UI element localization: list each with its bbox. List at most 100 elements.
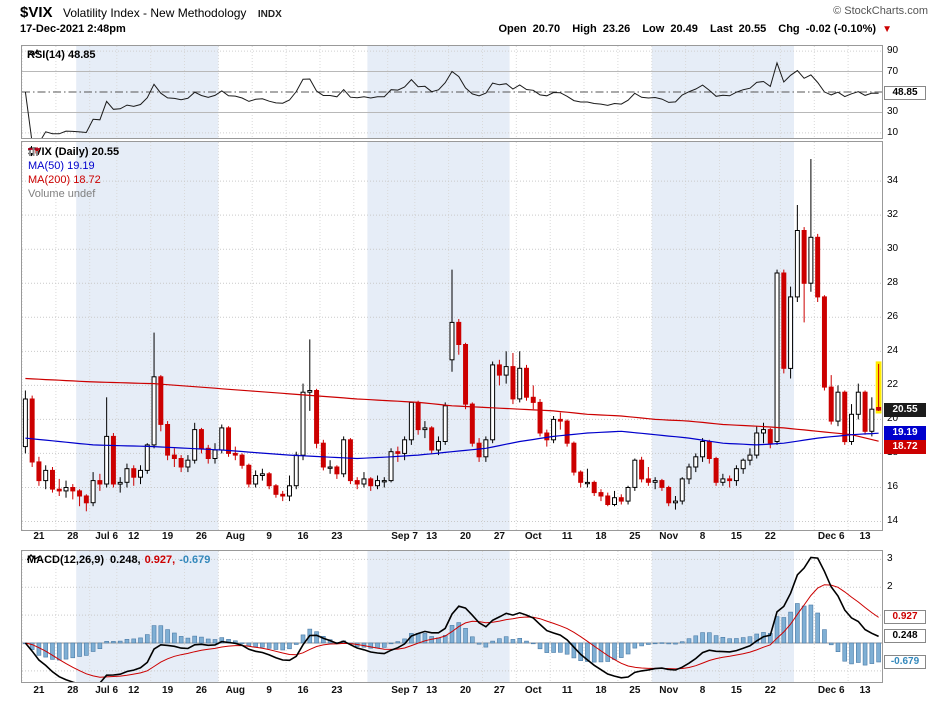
chart-header: $VIX Volatility Index - New Methodology …	[20, 4, 282, 22]
x-axis-label: 28	[67, 531, 79, 542]
price-axis-tick: 34	[887, 175, 899, 187]
macd-line-icon	[27, 554, 41, 561]
copyright-text: © StockCharts.com	[833, 5, 928, 17]
volume-bars-icon	[29, 147, 38, 156]
x-axis-label: 18	[595, 531, 607, 542]
x-axis-label: Oct	[524, 531, 542, 542]
x-axis-label: 8	[699, 531, 706, 542]
legend-symbol-label: $VIX (Daily) 20.55	[28, 146, 120, 158]
x-axis-label: 20	[459, 685, 472, 696]
rsi-value-box: 48.85	[884, 86, 926, 101]
x-axis-label: Sep 7	[391, 531, 418, 542]
rsi-plot	[22, 46, 882, 138]
rsi-axis-tick: 10	[887, 126, 899, 138]
x-axis-label: 18	[595, 685, 607, 696]
x-axis-label: 8	[699, 685, 706, 696]
rsi-axis-tick: 90	[887, 45, 899, 57]
macd-value: 0.248,	[110, 554, 141, 566]
x-axis-label: 9	[266, 531, 272, 542]
x-axis-label: Nov	[659, 685, 679, 696]
x-axis-label: Aug	[225, 685, 246, 696]
open-label: Open	[498, 23, 527, 35]
x-axis-label: 11	[561, 685, 573, 696]
x-axis-label: 9	[266, 685, 272, 696]
chart-datetime: 17-Dec-2021 2:48pm	[20, 23, 126, 35]
x-axis-label: Sep 7	[391, 685, 418, 696]
x-axis-label: 13	[859, 685, 871, 696]
macd-label-row: MACD(12,26,9) 0.248, 0.927, -0.679	[27, 554, 210, 566]
price-axis-tick: 20	[887, 413, 899, 425]
x-axis-label: 28	[67, 685, 79, 696]
symbol: $VIX	[20, 4, 53, 21]
exchange-label: INDX	[257, 9, 282, 20]
price-axis-tick: 14	[887, 515, 899, 527]
chg-label: Chg	[778, 23, 800, 35]
macd-label: MACD(12,26,9)	[27, 554, 105, 566]
price-axis-tick: 24	[887, 345, 899, 357]
price-panel: $VIX (Daily) 20.55 MA(50) 19.19 MA(200) …	[21, 141, 883, 531]
macd-signal-value: 0.927,	[144, 554, 176, 566]
macd-hist-value: -0.679	[179, 554, 211, 566]
x-axis-label: 26	[195, 531, 207, 542]
x-axis-label: 22	[764, 685, 776, 696]
price-box: 20.55	[884, 403, 926, 418]
x-axis-label: 12	[128, 531, 140, 542]
legend-ma50-label: MA(50) 19.19	[28, 160, 95, 172]
x-axis-label: 21	[33, 685, 45, 696]
x-axis-label: 16	[297, 531, 309, 542]
price-axis-tick: 32	[887, 209, 899, 221]
legend-symbol-row: $VIX (Daily) 20.55	[28, 145, 119, 159]
rsi-label: RSI(14) 48.85	[27, 49, 96, 61]
x-axis-label: Nov	[659, 531, 679, 542]
chg-value: -0.02 (-0.10%)	[805, 23, 877, 35]
x-axis-label: Oct	[524, 685, 542, 696]
x-axis-label: 27	[493, 685, 505, 696]
legend-ma200-row: MA(200) 18.72	[28, 148, 119, 187]
page-title: Volatility Index - New Methodology	[62, 6, 247, 20]
x-axis-label: 20	[459, 531, 472, 542]
macd-value-box: 0.927	[884, 610, 926, 625]
x-axis-label: 12	[128, 685, 140, 696]
x-axis-label: 16	[297, 685, 309, 696]
legend-volume-label: Volume undef	[28, 188, 96, 200]
x-axis-label: Aug	[225, 531, 246, 542]
quote-bar: Open 20.70 High 23.26 Low 20.49 Last 20.…	[489, 23, 892, 35]
rsi-panel: RSI(14) 48.85	[21, 45, 883, 139]
main-legend: $VIX (Daily) 20.55 MA(50) 19.19 MA(200) …	[28, 145, 119, 201]
price-box: 19.19	[884, 426, 926, 441]
macd-value-box: 0.248	[884, 629, 926, 644]
x-axis-label: Dec 6	[817, 685, 845, 696]
x-axis-label: 26	[195, 685, 207, 696]
x-axis-label: 15	[730, 531, 742, 542]
x-axis-label: 27	[493, 531, 505, 542]
x-axis-label: 22	[764, 531, 776, 542]
x-axis-label: 25	[629, 531, 641, 542]
x-axis-label: 23	[331, 531, 343, 542]
x-axis-label: 21	[33, 531, 45, 542]
x-axis-label: Dec 6	[817, 531, 845, 542]
legend-ma50-row: MA(50) 19.19	[28, 148, 119, 173]
last-label: Last	[709, 23, 733, 35]
macd-axis-tick: 2	[887, 581, 893, 593]
legend-volume-row: Volume undef	[28, 147, 119, 201]
last-value: 20.55	[738, 23, 767, 35]
macd-plot	[22, 551, 882, 682]
candlestick-plot	[22, 142, 882, 530]
price-axis-tick: 16	[887, 481, 899, 493]
zigzag-icon	[27, 49, 40, 58]
x-axis-label: 13	[426, 685, 438, 696]
macd-value-box: -0.679	[884, 654, 926, 669]
low-value: 20.49	[670, 23, 698, 35]
x-axis-label: 13	[426, 531, 438, 542]
x-axis-label: Jul 6	[95, 685, 119, 696]
x-axis-label: Jul 6	[95, 531, 119, 542]
price-axis-tick: 22	[887, 379, 899, 391]
macd-axis-tick: 3	[887, 553, 893, 565]
rsi-axis-tick: 70	[887, 65, 899, 77]
low-label: Low	[642, 23, 665, 35]
x-axis-label: 19	[162, 685, 174, 696]
open-value: 20.70	[532, 23, 561, 35]
price-axis-tick: 26	[887, 311, 899, 323]
x-axis-label: 13	[859, 531, 871, 542]
